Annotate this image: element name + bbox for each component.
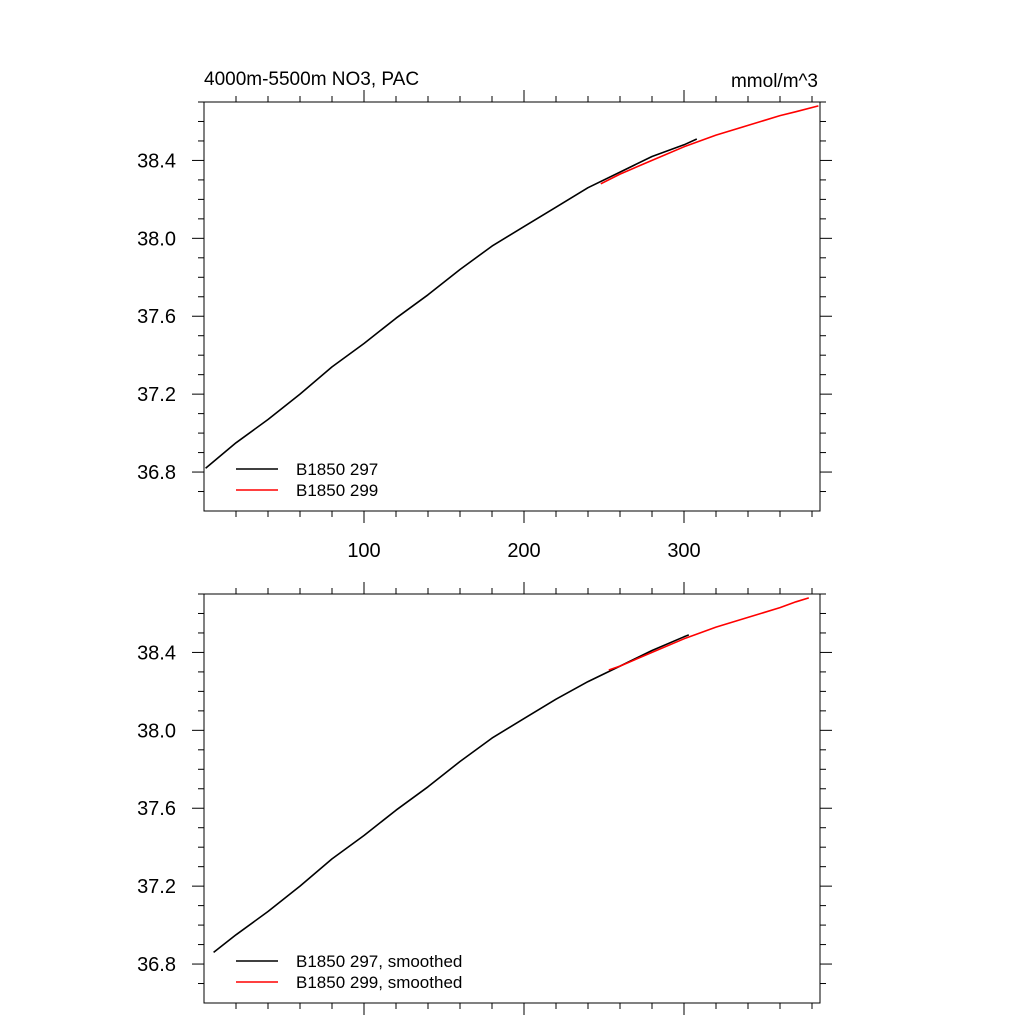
chart-panel-2: 36.8 37.2 37.6 38.0 38.4 B1850 297, smoothed B…	[137, 582, 832, 1015]
y-tick-label: 38.4	[137, 150, 176, 172]
y-tick-label: 37.6	[137, 306, 176, 328]
y-tick-label: 38.0	[137, 228, 176, 250]
y-tick-label: 36.8	[137, 954, 176, 976]
chart-title: 4000m-5500m NO3, PAC	[204, 69, 419, 90]
series-line-2	[608, 597, 810, 671]
y-tick-label: 37.6	[137, 798, 176, 820]
series-line-1	[213, 634, 690, 954]
x-tick-label: 300	[667, 540, 700, 562]
chart-panel-1: 36.8 37.2 37.6 38.0 38.4 100 200 300 4000m-5500m…	[137, 69, 832, 562]
x-tick-label: 100	[347, 540, 380, 562]
series-line-2	[600, 105, 819, 185]
plot-frame	[203, 101, 821, 512]
legend-label: B1850 297, smoothed	[296, 952, 462, 971]
y-tick-label: 38.4	[137, 642, 176, 664]
series-line-1	[205, 138, 698, 469]
legend-label: B1850 297	[296, 460, 378, 479]
plot-frame	[203, 593, 821, 1004]
legend-label: B1850 299, smoothed	[296, 973, 462, 992]
legend-label: B1850 299	[296, 481, 378, 500]
y-tick-label: 37.2	[137, 876, 176, 898]
units-label: mmol/m^3	[731, 71, 818, 92]
y-tick-label: 37.2	[137, 384, 176, 406]
y-tick-label: 38.0	[137, 720, 176, 742]
x-tick-label: 200	[507, 540, 540, 562]
y-tick-label: 36.8	[137, 462, 176, 484]
